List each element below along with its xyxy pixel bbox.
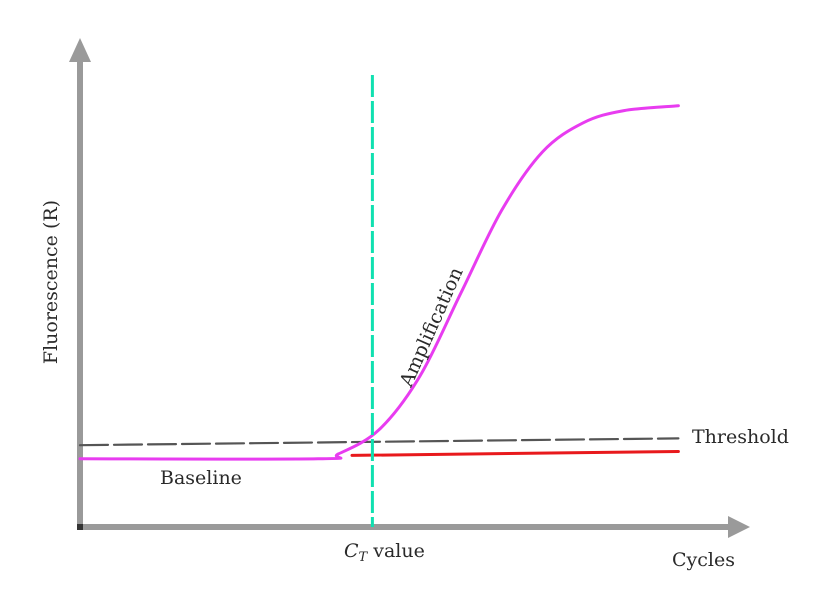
series-layer — [78, 104, 680, 461]
ct-value-label: CT value — [344, 540, 425, 565]
baseline-extrapolation-curve — [350, 450, 680, 457]
ct-label-c: C — [344, 540, 359, 562]
amplification-curve — [78, 104, 680, 461]
y-axis-label: Fluorescence (R) — [40, 200, 62, 364]
threshold-label: Threshold — [692, 426, 789, 448]
threshold-curve — [78, 437, 680, 447]
x-axis-arrow — [728, 516, 750, 538]
y-axis-arrow — [69, 38, 91, 62]
origin-marker — [77, 524, 83, 530]
amplification-label: Amplification — [395, 264, 468, 391]
x-axis-label: Cycles — [672, 549, 735, 571]
baseline-label: Baseline — [160, 467, 242, 489]
ct-label-suffix: value — [367, 540, 425, 562]
ct-label-sub: T — [359, 550, 369, 565]
